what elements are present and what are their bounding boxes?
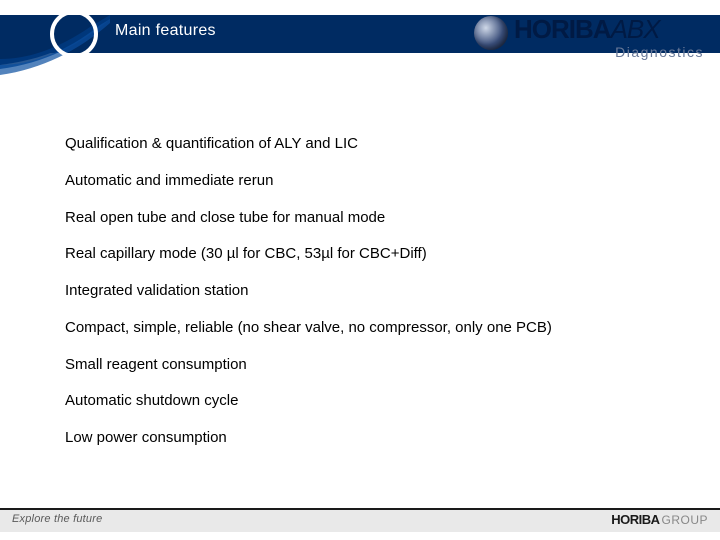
logo-wordmark: HORIBAABX (514, 14, 660, 45)
brand-logo: HORIBAABX Diagnostics (474, 12, 704, 68)
footer-brand-logo: HORIBAGROUP (611, 511, 708, 529)
feature-item: Qualification & quantification of ALY an… (65, 135, 665, 154)
feature-item: Compact, simple, reliable (no shear valv… (65, 319, 665, 338)
features-list: Qualification & quantification of ALY an… (65, 135, 665, 466)
feature-item: Automatic shutdown cycle (65, 392, 665, 411)
feature-item: Automatic and immediate rerun (65, 172, 665, 191)
slide: Main features HORIBAABX Diagnostics Qual… (0, 0, 720, 540)
logo-brand: HORIBA (514, 14, 611, 44)
feature-item: Low power consumption (65, 429, 665, 448)
feature-item: Real open tube and close tube for manual… (65, 209, 665, 228)
globe-icon (474, 16, 508, 50)
footer-group: GROUP (661, 513, 708, 527)
feature-item: Integrated validation station (65, 282, 665, 301)
feature-item: Small reagent consumption (65, 356, 665, 375)
header-ring-icon (50, 10, 98, 58)
page-title: Main features (115, 22, 216, 40)
footer-tagline: Explore the future (12, 513, 102, 525)
logo-tagline: Diagnostics (615, 44, 704, 60)
footer-bottom-strip (0, 532, 720, 540)
feature-item: Real capillary mode (30 µl for CBC, 53µl… (65, 245, 665, 264)
logo-sub-brand: ABX (611, 14, 660, 44)
header: Main features HORIBAABX Diagnostics (0, 0, 720, 78)
footer-brand: HORIBA (611, 512, 659, 527)
footer: Explore the future HORIBAGROUP (0, 508, 720, 540)
